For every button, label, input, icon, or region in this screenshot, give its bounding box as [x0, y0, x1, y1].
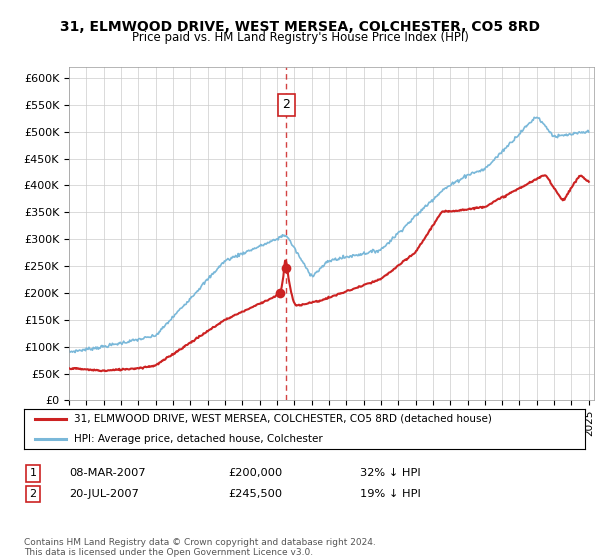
Text: £245,500: £245,500: [228, 489, 282, 499]
Text: 19% ↓ HPI: 19% ↓ HPI: [360, 489, 421, 499]
Text: HPI: Average price, detached house, Colchester: HPI: Average price, detached house, Colc…: [74, 434, 323, 444]
Text: £200,000: £200,000: [228, 468, 282, 478]
Text: 08-MAR-2007: 08-MAR-2007: [69, 468, 146, 478]
Text: 31, ELMWOOD DRIVE, WEST MERSEA, COLCHESTER, CO5 8RD (detached house): 31, ELMWOOD DRIVE, WEST MERSEA, COLCHEST…: [74, 414, 493, 424]
Text: 20-JUL-2007: 20-JUL-2007: [69, 489, 139, 499]
Text: 2: 2: [283, 99, 290, 111]
Text: 2: 2: [29, 489, 37, 499]
Text: 1: 1: [29, 468, 37, 478]
Text: 31, ELMWOOD DRIVE, WEST MERSEA, COLCHESTER, CO5 8RD: 31, ELMWOOD DRIVE, WEST MERSEA, COLCHEST…: [60, 20, 540, 34]
Text: Price paid vs. HM Land Registry's House Price Index (HPI): Price paid vs. HM Land Registry's House …: [131, 31, 469, 44]
Text: 32% ↓ HPI: 32% ↓ HPI: [360, 468, 421, 478]
Text: Contains HM Land Registry data © Crown copyright and database right 2024.
This d: Contains HM Land Registry data © Crown c…: [24, 538, 376, 557]
